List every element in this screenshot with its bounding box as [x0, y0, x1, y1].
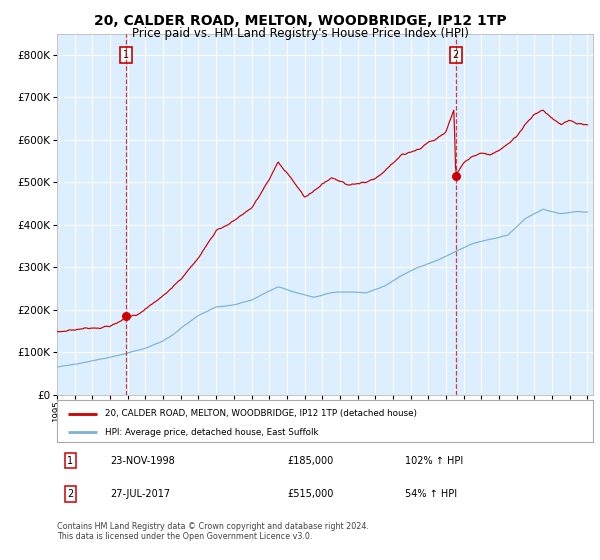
- Text: 20, CALDER ROAD, MELTON, WOODBRIDGE, IP12 1TP (detached house): 20, CALDER ROAD, MELTON, WOODBRIDGE, IP1…: [105, 409, 417, 418]
- Text: HPI: Average price, detached house, East Suffolk: HPI: Average price, detached house, East…: [105, 428, 319, 437]
- Text: £185,000: £185,000: [287, 456, 334, 465]
- Text: 20, CALDER ROAD, MELTON, WOODBRIDGE, IP12 1TP: 20, CALDER ROAD, MELTON, WOODBRIDGE, IP1…: [94, 14, 506, 28]
- Text: £515,000: £515,000: [287, 489, 334, 499]
- Text: 54% ↑ HPI: 54% ↑ HPI: [405, 489, 457, 499]
- Text: 27-JUL-2017: 27-JUL-2017: [110, 489, 171, 499]
- Text: 23-NOV-1998: 23-NOV-1998: [110, 456, 175, 465]
- Text: 1: 1: [67, 456, 73, 465]
- Text: Contains HM Land Registry data © Crown copyright and database right 2024.
This d: Contains HM Land Registry data © Crown c…: [57, 522, 369, 542]
- Text: 2: 2: [452, 50, 459, 60]
- Text: 102% ↑ HPI: 102% ↑ HPI: [405, 456, 464, 465]
- Text: Price paid vs. HM Land Registry's House Price Index (HPI): Price paid vs. HM Land Registry's House …: [131, 27, 469, 40]
- Text: 2: 2: [67, 489, 74, 499]
- Text: 1: 1: [123, 50, 129, 60]
